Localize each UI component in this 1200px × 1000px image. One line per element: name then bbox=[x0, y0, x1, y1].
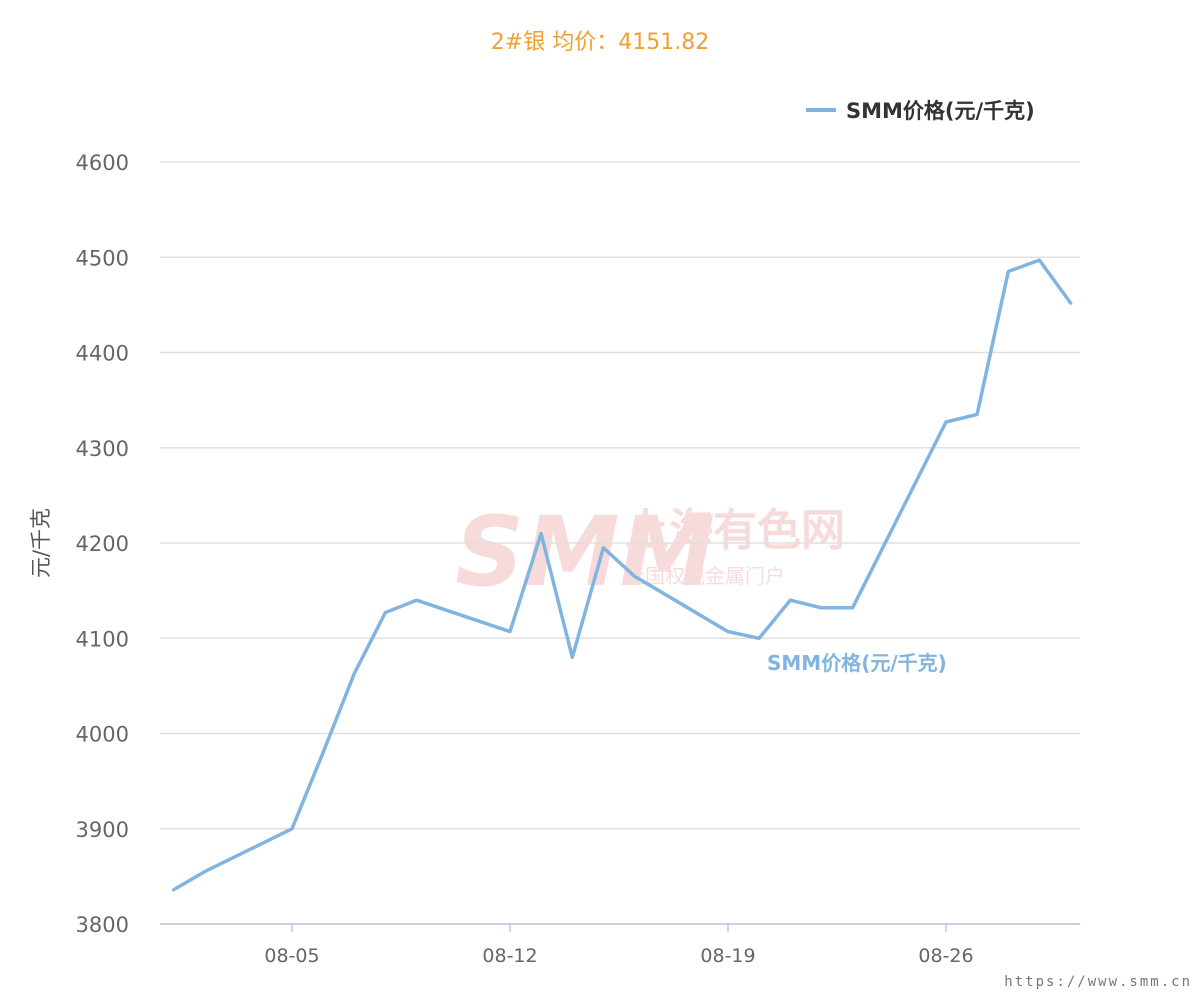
series-annotation: SMM价格(元/千克) bbox=[767, 651, 947, 675]
data-point bbox=[601, 546, 605, 550]
y-axis: 3800 3900 4000 4100 4200 4300 4400 4500 4600 bbox=[76, 151, 129, 937]
x-tick-label: 08-26 bbox=[918, 945, 973, 967]
y-tick-label: 4500 bbox=[76, 246, 129, 270]
y-tick-label: 4000 bbox=[76, 723, 129, 747]
data-point bbox=[570, 655, 574, 659]
series-line-0 bbox=[171, 258, 1073, 892]
data-point bbox=[819, 606, 823, 610]
chart-title: 2#银 均价：4151.82 bbox=[490, 30, 710, 55]
data-point bbox=[290, 827, 294, 831]
y-tick-label: 4100 bbox=[76, 627, 129, 651]
data-point bbox=[1037, 258, 1041, 262]
data-point bbox=[1069, 301, 1073, 305]
data-point bbox=[633, 574, 637, 578]
legend-label: SMM价格(元/千克) bbox=[846, 99, 1035, 123]
y-axis-label: 元/千克 bbox=[29, 508, 53, 578]
data-point bbox=[726, 630, 730, 634]
y-tick-label: 4300 bbox=[76, 437, 129, 461]
data-point bbox=[321, 751, 325, 754]
watermark-logo: SMM bbox=[455, 496, 715, 608]
legend[interactable]: SMM价格(元/千克) bbox=[806, 99, 1035, 123]
y-tick-label: 3800 bbox=[76, 913, 129, 937]
y-tick-label: 4400 bbox=[76, 342, 129, 366]
y-tick-label: 4200 bbox=[76, 532, 129, 556]
data-point bbox=[851, 606, 855, 610]
data-point bbox=[788, 598, 792, 602]
y-tick-label: 4600 bbox=[76, 151, 129, 175]
x-axis: 08-05 08-12 08-19 08-26 bbox=[160, 923, 1080, 967]
data-point bbox=[508, 630, 512, 634]
data-point bbox=[539, 532, 543, 535]
y-tick-label: 3900 bbox=[76, 818, 129, 842]
x-tick-label: 08-12 bbox=[482, 945, 537, 967]
data-point bbox=[757, 636, 761, 640]
source-url: https://www.smm.cn bbox=[1004, 974, 1192, 990]
series-layer bbox=[171, 258, 1073, 892]
watermark-tagline: 全国权威金属门户 bbox=[625, 564, 785, 588]
data-point bbox=[415, 598, 419, 602]
x-tick-label: 08-19 bbox=[700, 945, 755, 967]
watermark-name: 上海有色网 bbox=[625, 505, 845, 556]
data-point bbox=[1006, 270, 1010, 273]
data-point bbox=[352, 672, 356, 675]
data-point bbox=[172, 888, 176, 892]
data-point bbox=[383, 611, 387, 614]
data-point bbox=[975, 412, 979, 416]
data-point bbox=[203, 870, 207, 874]
smm-watermark: SMM 上海有色网 全国权威金属门户 bbox=[455, 496, 845, 608]
x-tick-label: 08-05 bbox=[264, 945, 319, 967]
data-point bbox=[944, 420, 948, 424]
